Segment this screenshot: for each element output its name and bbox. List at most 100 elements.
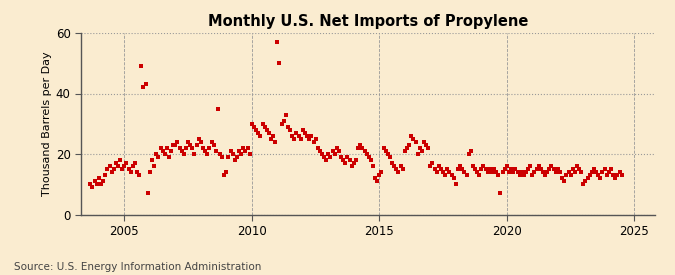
Point <box>376 170 387 174</box>
Point <box>208 143 219 147</box>
Point <box>455 164 466 168</box>
Point <box>296 137 306 141</box>
Point <box>317 152 327 156</box>
Point <box>196 140 207 144</box>
Point <box>210 149 221 153</box>
Point <box>572 164 583 168</box>
Point <box>248 125 259 129</box>
Point <box>344 158 355 162</box>
Point <box>372 179 383 183</box>
Point <box>540 173 551 177</box>
Point <box>410 140 421 144</box>
Point <box>319 155 329 159</box>
Point <box>259 125 270 129</box>
Point <box>128 164 138 168</box>
Point <box>474 173 485 177</box>
Point <box>368 164 379 168</box>
Point <box>272 40 283 44</box>
Point <box>439 173 450 177</box>
Point <box>570 170 580 174</box>
Point <box>597 170 608 174</box>
Point <box>138 85 149 90</box>
Point <box>495 191 506 196</box>
Point <box>148 164 159 168</box>
Point <box>353 146 364 150</box>
Point <box>302 134 313 138</box>
Point <box>134 173 144 177</box>
Point <box>242 146 253 150</box>
Point <box>601 173 612 177</box>
Point <box>589 167 599 171</box>
Point <box>404 143 414 147</box>
Point <box>610 176 620 180</box>
Point <box>89 179 100 183</box>
Point <box>387 161 398 165</box>
Point <box>444 170 455 174</box>
Point <box>93 176 104 180</box>
Point <box>323 152 333 156</box>
Point <box>146 158 157 162</box>
Point <box>265 137 276 141</box>
Point <box>525 164 536 168</box>
Point <box>213 106 223 111</box>
Point <box>348 161 359 165</box>
Point <box>398 167 408 171</box>
Point <box>350 158 361 162</box>
Point <box>304 137 315 141</box>
Point <box>202 152 213 156</box>
Point <box>227 152 238 156</box>
Point <box>263 131 274 135</box>
Point <box>159 152 170 156</box>
Point <box>274 61 285 65</box>
Point <box>548 167 559 171</box>
Point <box>102 167 113 171</box>
Point <box>183 140 194 144</box>
Point <box>478 164 489 168</box>
Point <box>329 152 340 156</box>
Point <box>126 170 136 174</box>
Point <box>85 182 96 186</box>
Point <box>144 170 155 174</box>
Point <box>119 164 130 168</box>
Point <box>215 152 225 156</box>
Point <box>448 176 459 180</box>
Point <box>219 173 230 177</box>
Point <box>418 140 429 144</box>
Point <box>234 149 244 153</box>
Point <box>198 146 209 150</box>
Point <box>431 170 442 174</box>
Point <box>174 146 185 150</box>
Point <box>605 167 616 171</box>
Point <box>587 170 597 174</box>
Point <box>565 173 576 177</box>
Point <box>346 164 357 168</box>
Point <box>380 149 391 153</box>
Point <box>95 182 106 186</box>
Point <box>561 173 572 177</box>
Point <box>355 143 366 147</box>
Point <box>518 173 529 177</box>
Point <box>87 185 98 189</box>
Point <box>593 173 603 177</box>
Point <box>591 170 601 174</box>
Point <box>342 155 353 159</box>
Point <box>172 140 183 144</box>
Point <box>225 149 236 153</box>
Point <box>115 158 126 162</box>
Point <box>130 161 140 165</box>
Point <box>416 149 427 153</box>
Point <box>278 119 289 123</box>
Point <box>608 173 618 177</box>
Point <box>140 82 151 87</box>
Point <box>200 149 211 153</box>
Point <box>230 158 240 162</box>
Point <box>357 146 368 150</box>
Point <box>429 167 440 171</box>
Point <box>331 146 342 150</box>
Point <box>251 128 262 132</box>
Point <box>283 125 294 129</box>
Point <box>514 173 525 177</box>
Point <box>359 149 370 153</box>
Point <box>481 167 491 171</box>
Point <box>106 170 117 174</box>
